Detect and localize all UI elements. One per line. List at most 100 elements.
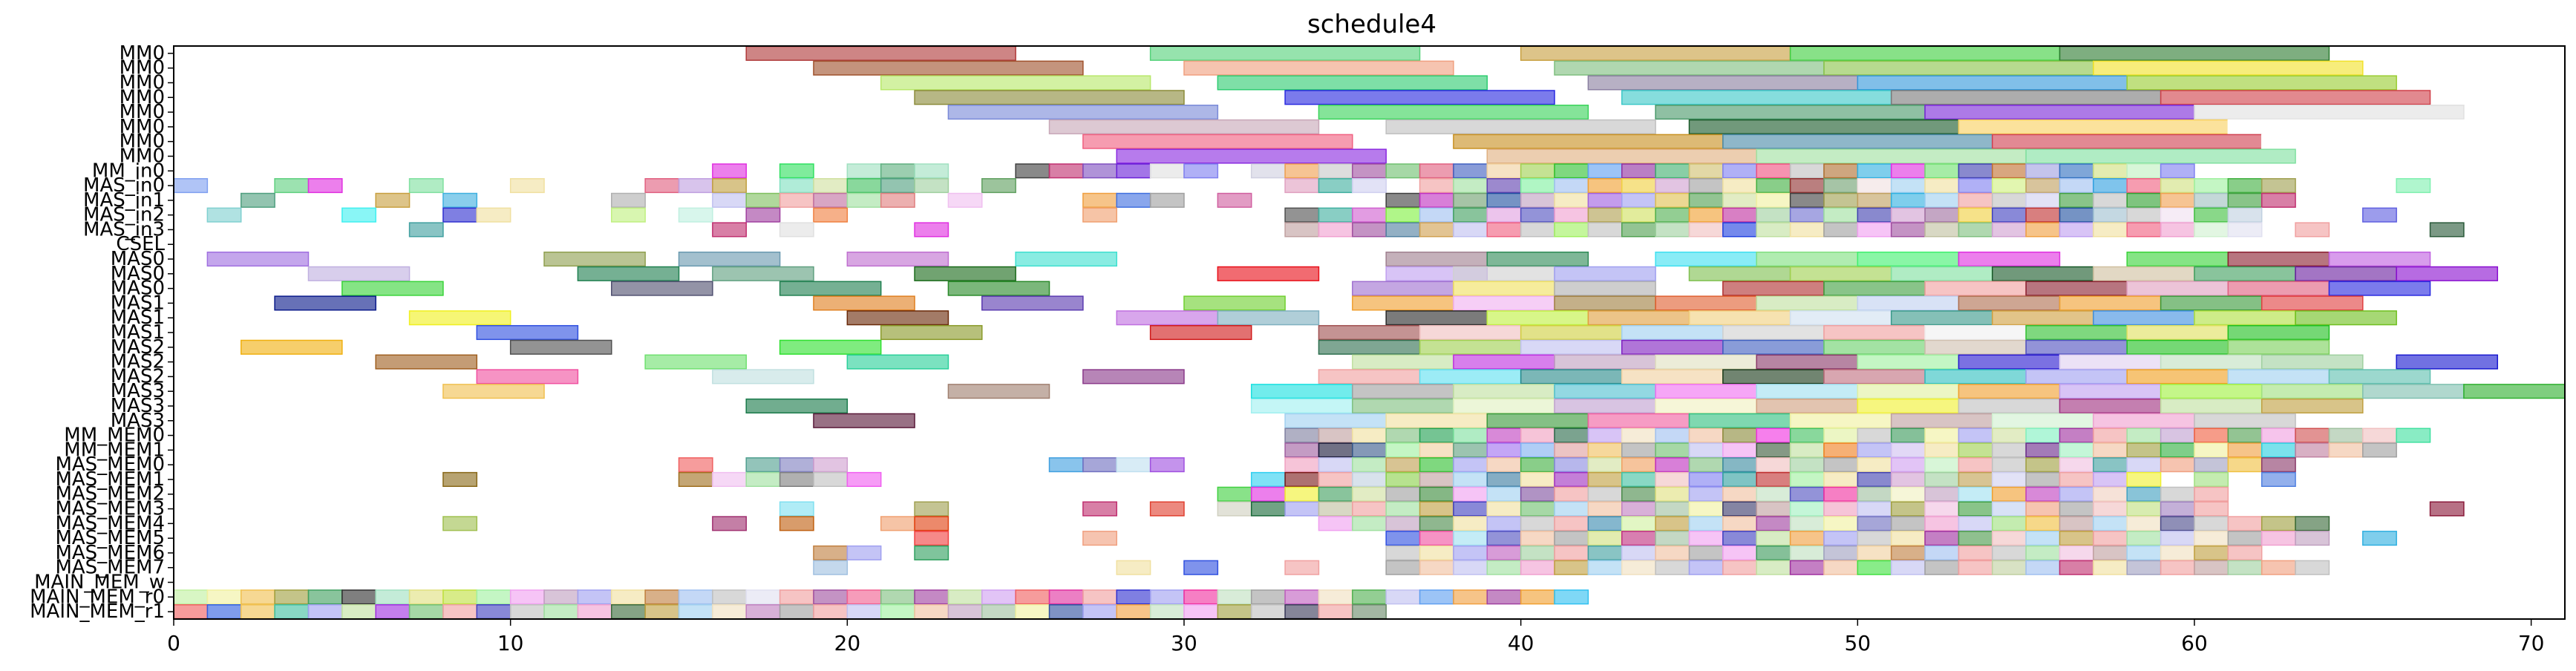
gantt-bar: [1318, 516, 1353, 531]
gantt-bar: [2126, 501, 2162, 517]
gantt-bar: [2295, 560, 2330, 575]
gantt-bar: [1250, 384, 1353, 399]
gantt-bar: [1554, 163, 1589, 179]
gantt-bar: [1250, 604, 1286, 620]
gantt-bar: [1385, 531, 1421, 546]
gantt-bar: [2093, 486, 2128, 502]
gantt-bar: [2260, 560, 2296, 575]
gantt-bar: [1318, 163, 1353, 179]
gantt-bar: [712, 192, 747, 208]
gantt-bar: [1587, 457, 1623, 473]
gantt-bar: [2260, 457, 2296, 473]
gantt-bar: [1453, 457, 1488, 473]
gantt-bar: [1486, 471, 1522, 488]
gantt-bar: [2093, 560, 2128, 575]
gantt-bar: [1621, 560, 1656, 575]
gantt-bar: [1453, 545, 1488, 560]
gantt-bar: [1116, 310, 1219, 326]
gantt-bar: [1890, 442, 1926, 458]
gantt-bar: [1453, 134, 1724, 149]
gantt-bar: [644, 354, 747, 370]
gantt-bar: [745, 45, 1016, 61]
y-tick-label: MAS_in1: [83, 189, 165, 212]
gantt-bar: [240, 339, 343, 355]
gantt-bar: [981, 295, 1084, 311]
gantt-bar: [2025, 369, 2128, 384]
gantt-bar: [1116, 589, 1151, 605]
gantt-bar: [1419, 428, 1454, 443]
gantt-bar: [2126, 471, 2162, 488]
x-tick-label: 70: [2518, 631, 2545, 655]
gantt-bar: [1621, 222, 1656, 238]
gantt-bar: [2260, 134, 2532, 149]
gantt-bar: [1587, 516, 1623, 531]
y-tick-label: MAS0: [111, 248, 165, 270]
gantt-bar: [611, 281, 713, 296]
gantt-bar: [1756, 457, 1791, 473]
gantt-bar: [1756, 251, 1859, 267]
gantt-bar: [2025, 531, 2061, 546]
gantt-bar: [1217, 589, 1252, 605]
gantt-bar: [341, 281, 444, 296]
gantt-bar: [2227, 207, 2263, 223]
gantt-bar: [1992, 442, 2027, 458]
gantt-bar: [1722, 486, 1757, 502]
gantt-bar: [173, 589, 209, 605]
gantt-bar: [1890, 90, 2162, 105]
gantt-bar: [1655, 163, 1690, 179]
gantt-bar: [1250, 163, 1286, 179]
gantt-bar: [2059, 354, 2162, 370]
y-tick-label: MAS_in0: [83, 174, 165, 197]
gantt-bar: [1352, 163, 1387, 179]
gantt-bar: [1655, 192, 1690, 208]
y-tick-label: MM_MEM0: [64, 425, 165, 447]
gantt-bar: [1520, 45, 1791, 61]
gantt-bar: [240, 589, 275, 605]
gantt-bar: [2362, 428, 2397, 443]
gantt-bar: [1655, 457, 1690, 473]
gantt-bar: [1385, 442, 1421, 458]
gantt-bar: [1789, 501, 1825, 517]
gantt-bar: [1554, 60, 1825, 76]
gantt-bar: [2362, 442, 2397, 458]
gantt-bar: [1756, 471, 1791, 488]
gantt-bar: [1621, 471, 1656, 488]
gantt-bar: [2429, 501, 2465, 517]
gantt-bar: [813, 60, 1084, 76]
gantt-bar: [1857, 457, 1892, 473]
gantt-bar: [2126, 281, 2229, 296]
y-tick-label: MAS1: [111, 321, 165, 344]
gantt-bar: [2194, 560, 2229, 575]
gantt-bar: [678, 177, 713, 194]
gantt-bar: [1453, 384, 1555, 399]
gantt-bar: [846, 177, 882, 194]
gantt-bar: [1486, 531, 1522, 546]
gantt-bar: [1183, 604, 1219, 620]
gantt-bar: [813, 545, 849, 560]
gantt-bar: [1823, 545, 1859, 560]
gantt-bar: [880, 516, 915, 531]
gantt-bar: [1116, 192, 1151, 208]
gantt-bar: [1453, 589, 1488, 605]
gantt-bar: [1217, 192, 1252, 208]
gantt-bar: [1756, 501, 1791, 517]
gantt-bar: [509, 177, 545, 194]
gantt-bar: [1318, 222, 1353, 238]
gantt-bar: [2059, 501, 2094, 517]
gantt-bar: [2025, 339, 2128, 355]
gantt-bar: [1722, 222, 1757, 238]
gantt-bar: [2260, 384, 2364, 399]
gantt-bar: [1554, 281, 1656, 296]
gantt-bar: [1419, 177, 1454, 194]
gantt-bar: [1250, 501, 1286, 517]
gantt-bar: [509, 604, 545, 620]
gantt-bar: [712, 266, 814, 281]
gantt-bar: [1520, 442, 1555, 458]
gantt-bar: [1958, 516, 1993, 531]
gantt-bar: [1958, 442, 1993, 458]
gantt-bar: [1520, 339, 1623, 355]
gantt-bar: [2093, 457, 2128, 473]
gantt-bar: [2260, 398, 2364, 414]
gantt-bar: [1587, 413, 1690, 428]
chart-title: schedule4: [1307, 10, 1436, 39]
